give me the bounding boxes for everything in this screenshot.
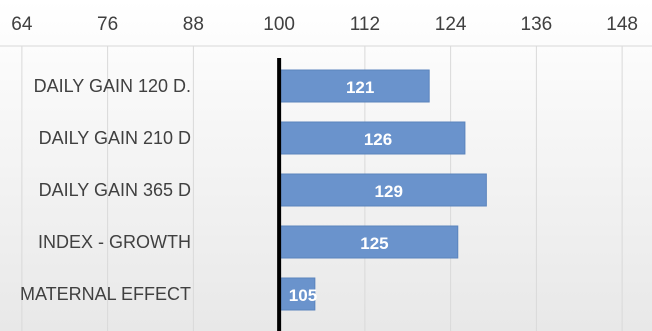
category-label: DAILY GAIN 210 D	[39, 128, 191, 148]
data-label: 125	[360, 234, 388, 253]
x-tick-label: 124	[435, 14, 467, 35]
data-label: 121	[346, 78, 374, 97]
x-tick-label: 76	[97, 14, 118, 35]
x-tick-label: 88	[183, 14, 204, 35]
bar	[278, 277, 316, 311]
x-tick-label: 100	[263, 14, 295, 35]
x-tick-label: 148	[606, 14, 638, 35]
category-label: MATERNAL EFFECT	[20, 284, 191, 304]
data-label: 126	[364, 130, 392, 149]
x-axis-ticks: 64 76 88 100 112 124 136 148	[11, 14, 638, 35]
data-labels: 121 126 129 125 105	[289, 78, 403, 305]
category-label: INDEX - GROWTH	[38, 232, 191, 252]
category-label: DAILY GAIN 365 D	[39, 180, 191, 200]
category-labels: DAILY GAIN 120 D. DAILY GAIN 210 D DAILY G…	[20, 76, 191, 304]
x-tick-label: 136	[521, 14, 553, 35]
x-tick-label: 64	[11, 14, 33, 35]
bar	[278, 225, 459, 259]
data-label: 129	[375, 182, 403, 201]
x-tick-label: 112	[350, 14, 380, 35]
data-label: 105	[289, 286, 317, 305]
bar	[278, 173, 487, 207]
category-label: DAILY GAIN 120 D.	[34, 76, 191, 96]
bars	[278, 69, 487, 311]
